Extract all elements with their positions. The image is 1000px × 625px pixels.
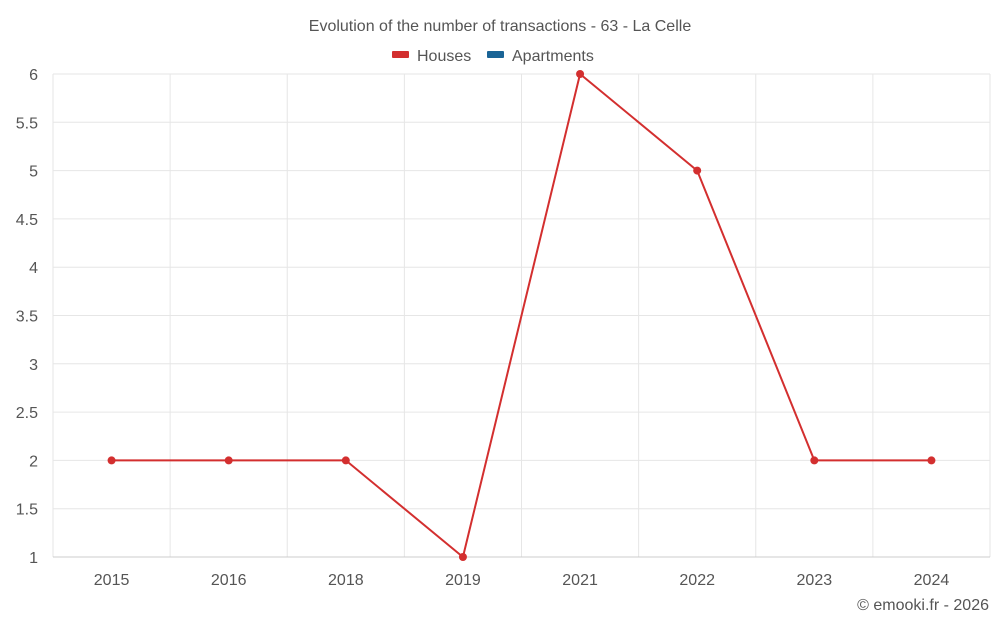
y-tick-label: 5.5 bbox=[16, 115, 38, 132]
y-tick-label: 1 bbox=[29, 550, 38, 567]
data-point-houses[interactable] bbox=[224, 456, 233, 465]
y-tick-label: 1.5 bbox=[16, 502, 38, 519]
x-tick-label: 2015 bbox=[94, 572, 130, 589]
x-tick-label: 2019 bbox=[445, 572, 481, 589]
y-tick-label: 2.5 bbox=[16, 405, 38, 422]
legend-swatch-houses bbox=[392, 51, 409, 58]
legend: Houses Apartments bbox=[392, 48, 594, 65]
data-point-houses[interactable] bbox=[107, 456, 116, 465]
data-point-houses[interactable] bbox=[810, 456, 819, 465]
x-tick-label: 2022 bbox=[679, 572, 715, 589]
y-tick-label: 4.5 bbox=[16, 212, 38, 229]
data-point-houses[interactable] bbox=[341, 456, 350, 465]
y-tick-label: 3.5 bbox=[16, 309, 38, 326]
x-tick-label: 2021 bbox=[562, 572, 598, 589]
legend-swatch-apartments bbox=[487, 51, 504, 58]
y-tick-label: 6 bbox=[29, 67, 38, 84]
credit-text: © emooki.fr - 2026 bbox=[857, 597, 989, 614]
data-point-houses[interactable] bbox=[576, 70, 585, 78]
chart-title: Evolution of the number of transactions … bbox=[309, 18, 692, 35]
data-point-houses[interactable] bbox=[693, 166, 702, 175]
data-point-houses[interactable] bbox=[458, 553, 467, 561]
y-tick-label: 3 bbox=[29, 357, 38, 374]
y-tick-label: 4 bbox=[29, 260, 38, 277]
x-tick-label: 2024 bbox=[914, 572, 950, 589]
y-tick-label: 5 bbox=[29, 164, 38, 181]
data-point-houses[interactable] bbox=[927, 456, 936, 465]
y-tick-label: 2 bbox=[29, 453, 38, 470]
series-line-houses bbox=[111, 73, 932, 558]
x-tick-label: 2023 bbox=[797, 572, 833, 589]
legend-item-houses[interactable]: Houses bbox=[392, 48, 471, 65]
y-axis-ticks: 1 1.5 2 2.5 3 3.5 4 4.5 5 5.5 6 bbox=[16, 67, 38, 567]
x-axis-ticks: 2015 2016 2018 2019 2021 2022 2023 2024 bbox=[94, 572, 950, 589]
legend-item-apartments[interactable]: Apartments bbox=[487, 48, 594, 65]
series-layer bbox=[107, 70, 936, 561]
legend-label-apartments: Apartments bbox=[512, 48, 594, 65]
x-tick-label: 2018 bbox=[328, 572, 364, 589]
legend-label-houses: Houses bbox=[417, 48, 471, 65]
x-tick-label: 2016 bbox=[211, 572, 247, 589]
